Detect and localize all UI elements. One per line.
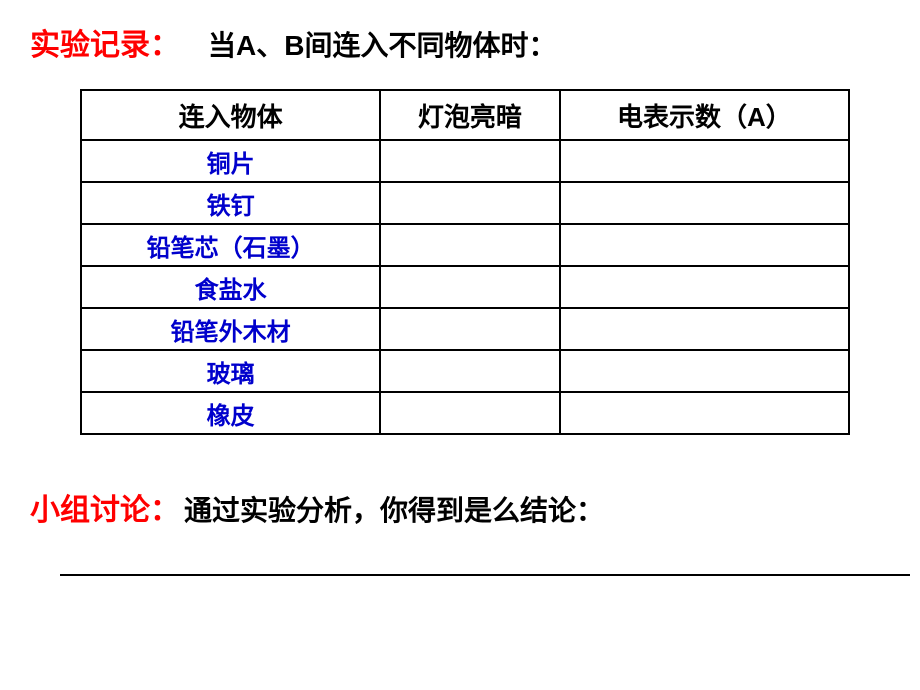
column-header-brightness: 灯泡亮暗 <box>380 90 560 140</box>
main-container: 实验记录： 当A、B间连入不同物体时： 连入物体 灯泡亮暗 电表示数（A） 铜片… <box>0 0 920 596</box>
reading-cell <box>560 140 849 182</box>
table-body: 铜片 铁钉 铅笔芯（石墨） 食盐水 <box>81 140 849 434</box>
table-row: 铜片 <box>81 140 849 182</box>
brightness-cell <box>380 224 560 266</box>
table-row: 玻璃 <box>81 350 849 392</box>
table-row: 橡皮 <box>81 392 849 434</box>
material-cell: 玻璃 <box>81 350 380 392</box>
brightness-cell <box>380 266 560 308</box>
reading-cell <box>560 266 849 308</box>
table-row: 食盐水 <box>81 266 849 308</box>
table-header-row: 连入物体 灯泡亮暗 电表示数（A） <box>81 90 849 140</box>
experiment-record-label: 实验记录： <box>30 20 180 64</box>
table-row: 铅笔芯（石墨） <box>81 224 849 266</box>
material-cell: 橡皮 <box>81 392 380 434</box>
table-row: 铅笔外木材 <box>81 308 849 350</box>
brightness-cell <box>380 182 560 224</box>
material-cell: 铁钉 <box>81 182 380 224</box>
reading-cell <box>560 308 849 350</box>
material-cell: 铅笔芯（石墨） <box>81 224 380 266</box>
material-cell: 食盐水 <box>81 266 380 308</box>
brightness-cell <box>380 350 560 392</box>
experiment-table: 连入物体 灯泡亮暗 电表示数（A） 铜片 铁钉 铅笔芯（石墨） <box>80 89 850 435</box>
column-header-reading: 电表示数（A） <box>560 90 849 140</box>
reading-cell <box>560 350 849 392</box>
group-discussion-label: 小组讨论： <box>30 485 180 529</box>
material-cell: 铜片 <box>81 140 380 182</box>
table-row: 铁钉 <box>81 182 849 224</box>
column-header-material: 连入物体 <box>81 90 380 140</box>
reading-cell <box>560 224 849 266</box>
experiment-condition-text: 当A、B间连入不同物体时： <box>208 24 556 64</box>
header-row: 实验记录： 当A、B间连入不同物体时： <box>30 20 890 64</box>
discussion-row: 小组讨论： 通过实验分析，你得到是么结论： <box>30 485 890 529</box>
reading-cell <box>560 392 849 434</box>
brightness-cell <box>380 308 560 350</box>
discussion-prompt-text: 通过实验分析，你得到是么结论： <box>184 489 604 529</box>
brightness-cell <box>380 140 560 182</box>
material-cell: 铅笔外木材 <box>81 308 380 350</box>
table-wrapper: 连入物体 灯泡亮暗 电表示数（A） 铜片 铁钉 铅笔芯（石墨） <box>80 89 890 435</box>
answer-underline <box>60 574 910 576</box>
reading-cell <box>560 182 849 224</box>
brightness-cell <box>380 392 560 434</box>
